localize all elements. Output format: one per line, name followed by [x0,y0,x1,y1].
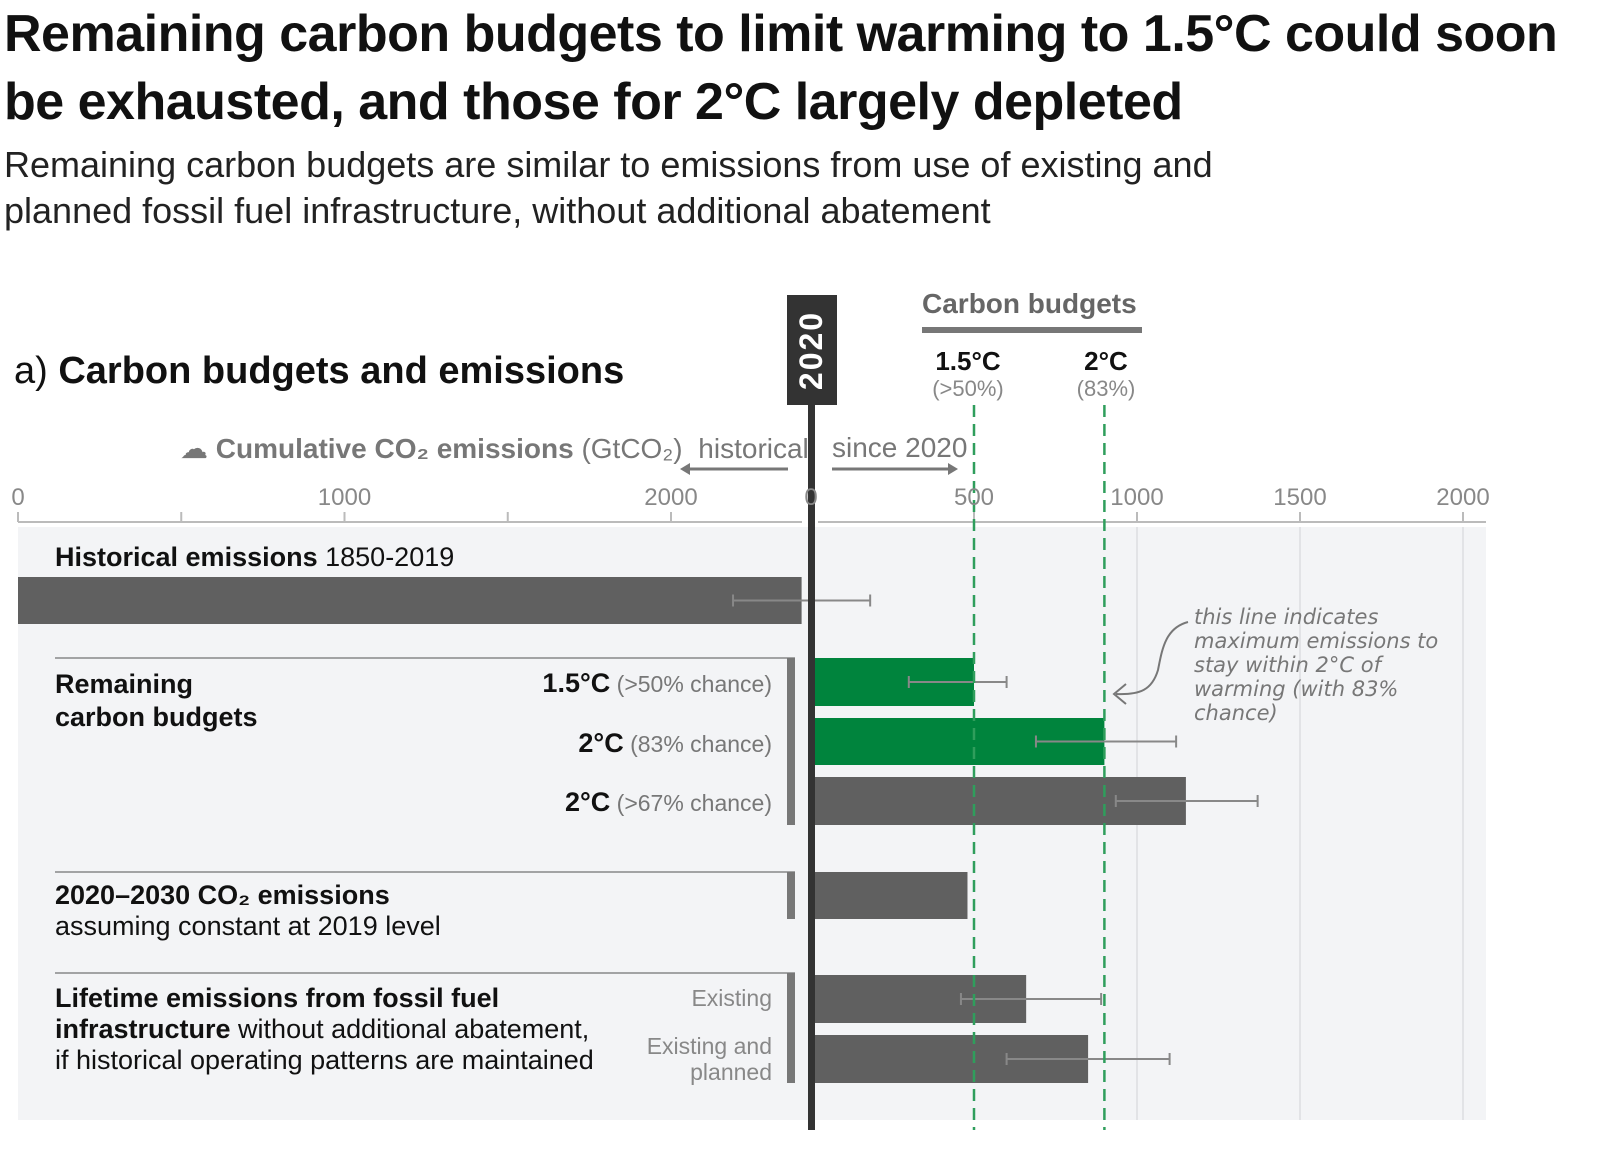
remaining-budgets-label: Remaining carbon budgets [55,668,258,734]
tick-label: 1500 [1273,484,1327,511]
page-title: Remaining carbon budgets to limit warmin… [4,5,1558,131]
group-bracket [787,658,795,825]
arrow-head [680,463,690,475]
arrow-head [948,463,958,475]
bar-label: 1.5°C (>50% chance) [542,668,772,699]
bar-label-temp: 2°C [564,787,611,817]
year-marker-box [787,295,837,405]
year-2020-line [808,405,815,1130]
historical-emissions-label: Historical emissions 1850-2019 [55,542,454,573]
group-detail: without additional abatement, [230,1014,590,1044]
bar [18,577,802,624]
panel-title-text: Carbon budgets and emissions [58,350,625,392]
cloud-icon: ☁ [180,433,208,464]
group-bracket [787,872,795,919]
group-title: Lifetime emissions from fossil fuel [55,983,500,1013]
tick-label: 1000 [1110,484,1164,511]
budget-label: 2°C [1084,346,1128,376]
bar-label: Existing [691,985,772,1011]
budget-label: 1.5°C [935,346,1001,376]
tick-label: 500 [953,484,995,511]
carbon-budgets-underline [922,327,1142,333]
tick-label: 2000 [644,484,698,511]
annotation-arrow-head [1112,683,1127,705]
year-marker: 2020 [787,295,837,405]
infrastructure-label: Lifetime emissions from fossil fuel infr… [55,983,594,1076]
group-title: infrastructure [55,1014,231,1044]
group-title: 2020–2030 CO₂ emissions [55,880,390,910]
carbon-budgets-header: Carbon budgets [922,288,1137,319]
annotation-arrow [1115,621,1189,696]
tick-label: 1000 [317,484,372,511]
panel-title: a) Carbon budgets and emissions [14,350,624,393]
group-detail: assuming constant at 2019 level [55,911,441,941]
budget-sub: (>50%) [932,376,1004,401]
group-detail: if historical operating patterns are mai… [55,1045,594,1075]
panel-prefix: a) [14,350,48,392]
decade-emissions-label: 2020–2030 CO₂ emissions assuming constan… [55,880,441,942]
group-title: Remaining [55,669,194,699]
subtitle: Remaining carbon budgets are similar to … [4,144,1213,231]
bar-label: Existing and planned [646,1033,772,1085]
historical-label: historical [698,433,809,464]
axis-title: Cumulative CO₂ emissions [215,433,574,464]
axis-header: ☁ Cumulative CO₂ emissions (GtCO₂) histo… [180,432,809,465]
group-bracket [787,973,795,1083]
group-title: carbon budgets [55,702,258,732]
budget-line-label-2: 2°C (83%) [1077,347,1136,403]
bar [815,872,968,919]
annotation-note: this line indicates maximum emissions to… [1194,605,1439,725]
bar-label: 2°C (>67% chance) [565,787,772,818]
axis-unit: (GtCO₂) [581,433,683,464]
group-detail: 1850-2019 [325,542,455,572]
budget-sub: (83%) [1076,376,1136,401]
bar-label-chance: (83% chance) [623,731,772,757]
bar-label-chance: (>67% chance) [610,790,772,816]
tick-label: 2000 [1436,484,1490,511]
bar-label-chance: (>50% chance) [610,671,772,697]
tick-label: 0 [11,484,25,511]
year-marker-label: 2020 [793,310,830,390]
bar-label: 2°C (83% chance) [578,728,772,759]
bar-label-temp: 2°C [578,728,624,758]
since-2020-label: since 2020 [832,432,968,463]
plot-background [18,527,1486,1120]
budget-line-label-1.5: 1.5°C (>50%) [932,347,1004,403]
tick-label: 0 [804,484,818,511]
bar-label-temp: 1.5°C [542,668,611,698]
group-title: Historical emissions [55,542,318,572]
